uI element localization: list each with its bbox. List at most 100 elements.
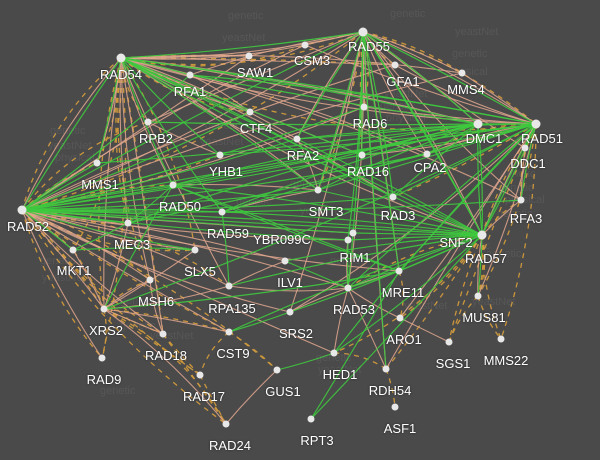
graph-node-rad18[interactable] (159, 330, 167, 338)
node-layer[interactable] (17, 27, 541, 428)
graph-node-mec3[interactable] (124, 219, 132, 227)
graph-node-ybr099c[interactable] (349, 229, 357, 237)
edge (147, 121, 221, 156)
graph-node-hed1[interactable] (330, 349, 338, 357)
edge (21, 209, 349, 241)
edge (172, 123, 479, 186)
edge (289, 287, 349, 313)
edge (120, 57, 483, 236)
graph-node-rfa3[interactable] (517, 196, 525, 204)
graph-node-mus81[interactable] (474, 292, 482, 300)
graph-node-rad16[interactable] (358, 151, 366, 159)
graph-node-slx5[interactable] (191, 246, 199, 254)
graph-node-rad17[interactable] (196, 371, 204, 379)
edge (228, 331, 278, 371)
edge (317, 189, 483, 236)
edge (103, 308, 230, 333)
edge (362, 31, 537, 125)
edge (228, 260, 286, 287)
edge (21, 209, 230, 287)
edge (362, 31, 526, 149)
edge (189, 74, 537, 125)
graph-node-ctf4[interactable] (246, 108, 254, 116)
graph-node-rad59[interactable] (218, 208, 226, 216)
graph-node-rad9[interactable] (98, 354, 106, 362)
edge (333, 287, 349, 354)
graph-node-mms1[interactable] (93, 159, 101, 167)
graph-node-rpa135[interactable] (225, 282, 233, 290)
graph-node-csm3[interactable] (301, 41, 309, 49)
edge (276, 352, 335, 371)
graph-node-rpb2[interactable] (144, 118, 152, 126)
graph-node-rfa2[interactable] (293, 135, 301, 143)
graph-node-rdh54[interactable] (382, 365, 390, 373)
graph-node-aro1[interactable] (396, 314, 404, 322)
edge (228, 234, 483, 333)
edge (520, 123, 537, 201)
graph-node-gus1[interactable] (273, 366, 281, 374)
physical-edge-layer (21, 31, 537, 420)
edge (120, 54, 463, 74)
graph-node-mre11[interactable] (395, 267, 403, 275)
graph-node-gfa1[interactable] (391, 61, 399, 69)
edge (21, 209, 105, 310)
graph-node-rpt3[interactable] (307, 415, 315, 423)
edge (21, 199, 522, 213)
graph-node-ilv1[interactable] (281, 257, 289, 265)
edge (120, 57, 223, 213)
edge (333, 234, 483, 354)
edge (149, 279, 164, 335)
graph-node-cst9[interactable] (225, 328, 233, 336)
graph-node-mkt1[interactable] (69, 246, 77, 254)
edge (21, 209, 291, 313)
edge (21, 209, 354, 234)
graph-node-rad51[interactable] (531, 119, 541, 129)
graph-node-dmc1[interactable] (473, 119, 483, 129)
edge (21, 74, 191, 211)
graph-node-rad54[interactable] (116, 53, 126, 63)
graph-node-rad53[interactable] (344, 284, 352, 292)
graph-node-xrs2[interactable] (100, 305, 108, 313)
graph-node-srs2[interactable] (286, 308, 294, 316)
graph-node-rad50[interactable] (169, 181, 177, 189)
edge (477, 234, 483, 297)
graph-node-msh6[interactable] (146, 276, 154, 284)
edge (21, 209, 335, 354)
edge (481, 123, 537, 236)
graph-node-rim1[interactable] (344, 236, 352, 244)
edge (448, 295, 479, 343)
graph-node-rad3[interactable] (389, 193, 397, 201)
edge (392, 123, 479, 198)
graph-node-rad57[interactable] (478, 231, 486, 239)
graph-node-rad52[interactable] (17, 205, 27, 215)
graph-node-rad55[interactable] (358, 27, 368, 37)
graph-node-sgs1[interactable] (445, 338, 453, 346)
edge (362, 31, 537, 125)
edge (120, 57, 319, 191)
edge (21, 209, 201, 376)
graph-node-rfa1[interactable] (186, 71, 194, 79)
graph-node-asf1[interactable] (391, 403, 399, 411)
graph-node-smt3[interactable] (314, 186, 322, 194)
edge (362, 31, 479, 125)
edge (284, 234, 483, 262)
graph-node-rad6[interactable] (360, 103, 368, 111)
graph-node-saw1[interactable] (245, 52, 253, 60)
edge (352, 232, 483, 236)
edge (362, 31, 463, 74)
edge (481, 234, 502, 340)
edge (103, 308, 201, 376)
graph-node-rad24[interactable] (222, 420, 230, 428)
graph-node-mms4[interactable] (458, 69, 466, 77)
graph-node-ddc1[interactable] (521, 144, 529, 152)
edge (520, 123, 537, 201)
graph-node-mms22[interactable] (497, 335, 505, 343)
edge (21, 162, 98, 211)
edge (21, 31, 364, 211)
edge (310, 270, 400, 420)
graph-node-yhb1[interactable] (216, 151, 224, 159)
graph-node-cpa2[interactable] (423, 150, 431, 158)
edge (21, 209, 74, 251)
edge (103, 308, 164, 335)
